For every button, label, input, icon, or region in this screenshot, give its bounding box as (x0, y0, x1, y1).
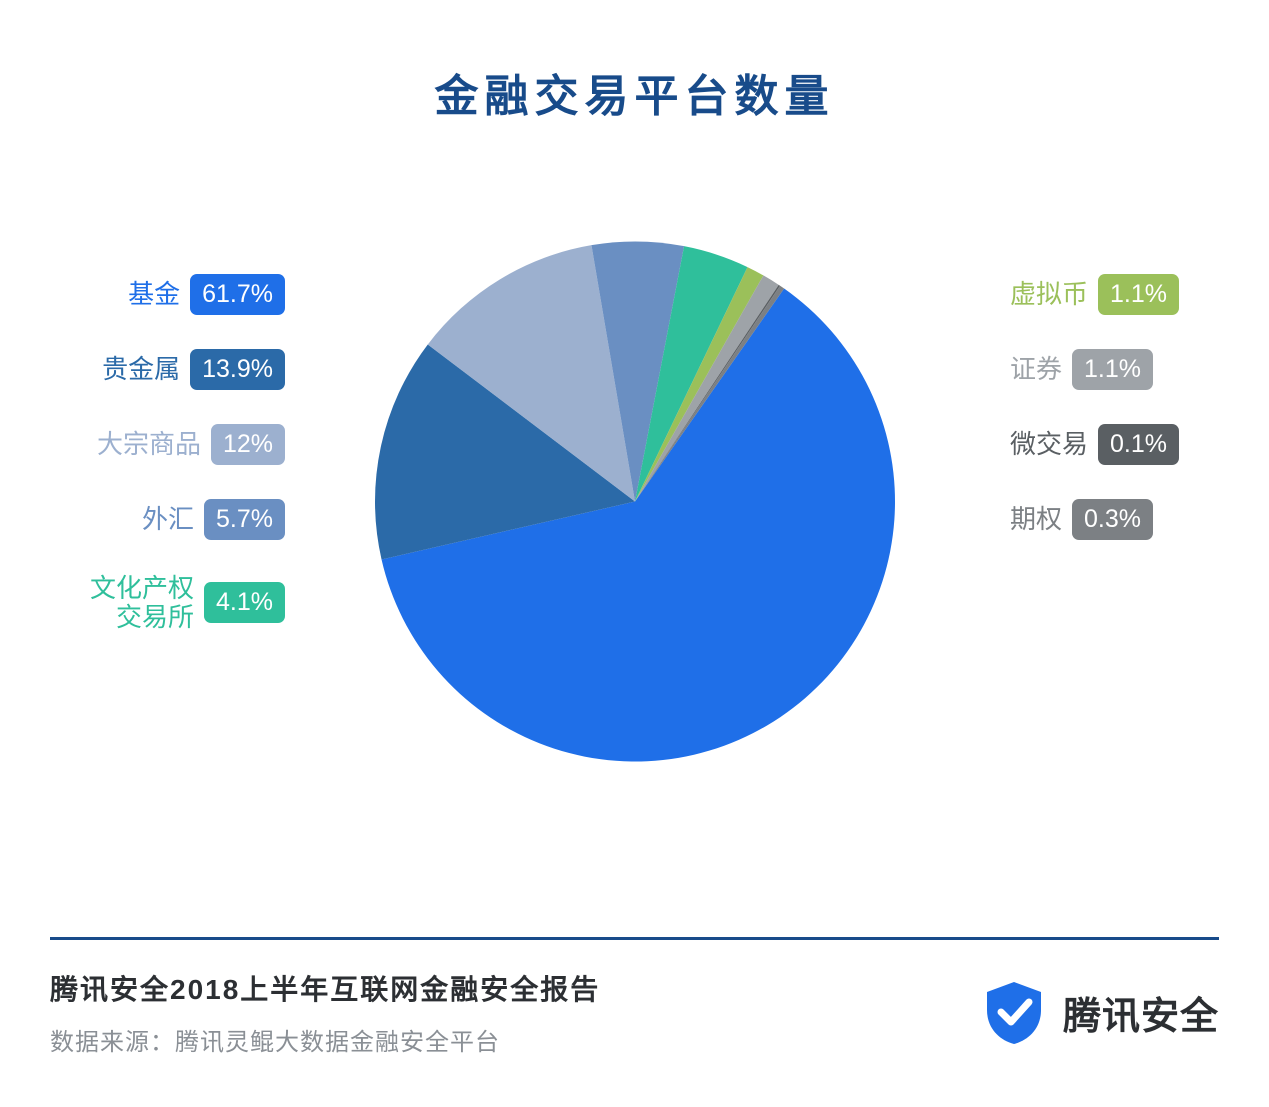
legend-label: 期权 (1010, 505, 1062, 534)
legend-pct: 4.1% (204, 582, 285, 623)
legend-label: 证券 (1010, 355, 1062, 384)
legend-item: 虚拟币 1.1% (1010, 274, 1179, 315)
legend-pct: 0.1% (1098, 424, 1179, 465)
legend-item: 基金 61.7% (128, 274, 285, 315)
legend-label: 虚拟币 (1010, 280, 1088, 309)
legend-item: 期权 0.3% (1010, 499, 1153, 540)
chart-area: 基金61.7%贵金属13.9%大宗商品12%外汇5.7%文化产权交易所4.1% … (50, 164, 1219, 844)
legend-pct: 0.3% (1072, 499, 1153, 540)
footer: 腾讯安全2018上半年互联网金融安全报告 数据来源：腾讯灵鲲大数据金融安全平台 … (50, 937, 1219, 1057)
pie-chart (325, 192, 945, 817)
report-title: 腾讯安全2018上半年互联网金融安全报告 (50, 968, 600, 1008)
brand-text: 腾讯安全 (1063, 985, 1219, 1040)
footer-divider (50, 937, 1219, 940)
brand: 腾讯安全 (979, 978, 1219, 1048)
legend-item: 微交易 0.1% (1010, 424, 1179, 465)
legend-label: 大宗商品 (97, 430, 201, 459)
legend-label: 贵金属 (102, 355, 180, 384)
legend-pct: 1.1% (1098, 274, 1179, 315)
legend-right: 虚拟币 1.1% 证券 1.1% 微交易 0.1% 期权 0.3% (1010, 274, 1179, 540)
legend-label: 微交易 (1010, 430, 1088, 459)
legend-item: 贵金属 13.9% (102, 349, 285, 390)
source-prefix: 数据来源： (50, 1029, 175, 1056)
footer-text: 腾讯安全2018上半年互联网金融安全报告 数据来源：腾讯灵鲲大数据金融安全平台 (50, 968, 600, 1057)
source-text: 腾讯灵鲲大数据金融安全平台 (175, 1029, 500, 1056)
data-source: 数据来源：腾讯灵鲲大数据金融安全平台 (50, 1022, 600, 1057)
legend-pct: 12% (211, 424, 285, 465)
legend-item: 大宗商品 12% (97, 424, 285, 465)
legend-pct: 1.1% (1072, 349, 1153, 390)
legend-pct: 13.9% (190, 349, 285, 390)
legend-label: 外汇 (142, 505, 194, 534)
legend-left: 基金61.7%贵金属13.9%大宗商品12%外汇5.7%文化产权交易所4.1% (90, 274, 285, 631)
chart-title: 金融交易平台数量 (50, 60, 1219, 124)
legend-item: 外汇 5.7% (142, 499, 285, 540)
legend-pct: 61.7% (190, 274, 285, 315)
legend-label: 文化产权交易所 (90, 574, 194, 631)
footer-content: 腾讯安全2018上半年互联网金融安全报告 数据来源：腾讯灵鲲大数据金融安全平台 … (50, 968, 1219, 1057)
legend-label: 基金 (128, 280, 180, 309)
legend-item: 证券 1.1% (1010, 349, 1153, 390)
legend-pct: 5.7% (204, 499, 285, 540)
shield-icon (979, 978, 1049, 1048)
infographic-container: 金融交易平台数量 基金61.7%贵金属13.9%大宗商品12%外汇5.7%文化产… (0, 0, 1269, 1107)
legend-item: 文化产权交易所4.1% (90, 574, 285, 631)
